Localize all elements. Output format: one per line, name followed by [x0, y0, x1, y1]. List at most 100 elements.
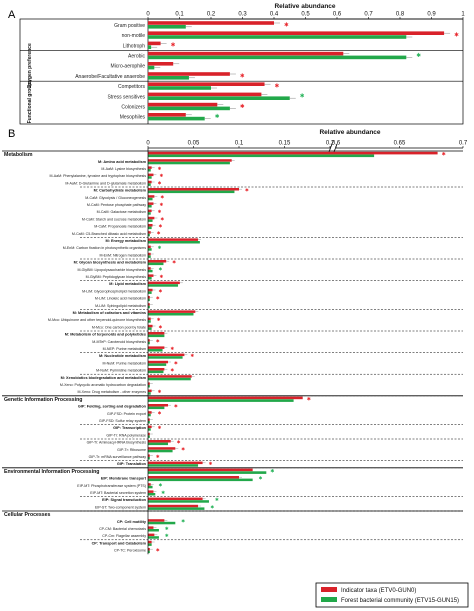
panel-b-tick-label: 0.05 [188, 141, 200, 147]
panel-b-row-label: M-NuM: Pyrimidine metabolism [96, 369, 146, 373]
panel-b-bar [148, 428, 151, 431]
panel-b-bar [148, 493, 156, 496]
panel-b-section-star: ✱ [307, 396, 311, 402]
panel-b-section-bar [148, 151, 438, 155]
panel-b-row-label: EIP: Signal transduction [102, 498, 147, 502]
panel-b-row-label: M-NuM: Purine metabolism [102, 361, 146, 365]
panel-b-row-label: M-CaM: Galactose metabolism [97, 210, 146, 214]
panel-b-row-label: M-Xeno: Drug metabolism - other enzymes [77, 390, 146, 394]
panel-b-bar [148, 166, 152, 169]
panel-a-tick-label: 0.3 [238, 12, 247, 18]
panel-b-bar [148, 457, 150, 460]
panel-b-significance-star: ✱ [159, 483, 163, 489]
panel-b-row-label: M: Energy metabolism [105, 239, 146, 243]
panel-b-significance-star: ✱ [159, 202, 163, 208]
panel-b-section-star: ✱ [442, 152, 446, 158]
panel-a-significance-star: ✱ [215, 113, 220, 120]
panel-b-bar [148, 334, 165, 338]
panel-b-row-label: GIP-Tr: RNA polymerase [106, 433, 146, 437]
panel-b-bar [148, 277, 152, 280]
panel-a-tick-label: 0.7 [364, 12, 373, 18]
panel-a-significance-star: ✱ [284, 21, 289, 28]
panel-b-bar [148, 216, 155, 220]
panel-b-row-label: M-LiM: Glycerophospholipid metabolism [82, 289, 146, 293]
panel-a-bar [148, 116, 205, 121]
panel-b-significance-star: ✱ [174, 403, 178, 409]
panel-b-row-label: GIP: Folding, sorting and degradation [78, 405, 147, 409]
panel-b-bar [148, 305, 150, 309]
panel-b-row-label: CP-TC: Peroxisome [114, 549, 146, 553]
panel-b-bar [148, 209, 152, 213]
panel-b-significance-star: ✱ [245, 187, 249, 193]
panel-b-row-label: M-EnM: Carbon fixation in photosynthetic… [63, 246, 146, 250]
panel-a-tick-label: 0.1 [175, 12, 184, 18]
panel-b-row-label: GIP: Transcription [113, 426, 147, 430]
panel-a-significance-star: ✱ [300, 93, 305, 100]
panel-b-significance-star: ✱ [161, 490, 165, 496]
panel-b-row-label: M-Mco: Ubiquinone and other terpenoid-qu… [48, 318, 146, 322]
panel-b-bar [148, 464, 199, 467]
panel-b-bar [148, 241, 200, 244]
panel-a-category-label: Mesophiles [120, 115, 146, 121]
panel-b-tick-label: 0.65 [394, 141, 406, 147]
panel-b-bar [148, 370, 164, 374]
panel-b-bar [148, 363, 167, 366]
panel-b-row-label: CP-Cm: Flagellar assembly [102, 534, 146, 538]
panel-b-row-label: M: Xenobiotics biodegradation and metabo… [61, 376, 147, 380]
panel-b-bar [148, 529, 159, 532]
panel-b-bar [148, 519, 165, 522]
panel-b-tick-label: 0.6 [332, 141, 341, 147]
panel-b-bar [148, 180, 152, 184]
panel-b-significance-star: ✱ [157, 317, 161, 323]
panel-a-tick-label: 0.4 [270, 12, 279, 18]
panel-b-bar [148, 252, 151, 256]
panel-b-bar [148, 173, 154, 177]
panel-b-significance-star: ✱ [159, 324, 163, 330]
panel-b-bar [148, 485, 153, 489]
panel-b-bar [148, 159, 232, 162]
panel-b-significance-star: ✱ [158, 389, 162, 395]
panel-a-category-label: Competitors [118, 84, 145, 90]
panel-b-row-label: CP: Cell motility [117, 520, 147, 524]
panel-b-significance-star: ✱ [158, 411, 162, 417]
panel-b-row-label: M-Mco: One carbon pool by folate [92, 325, 146, 329]
panel-b-row-label: GIP-Tr: Aminoacyl-tRNA biosynthesis [87, 441, 147, 445]
panel-b-bar [148, 341, 150, 345]
panel-b-bar [148, 461, 203, 465]
panel-b-tick-label: 0 [146, 141, 150, 147]
panel-b-bar [148, 449, 173, 453]
panel-b-section-bar [148, 468, 253, 472]
panel-b-bar [148, 389, 152, 393]
panel-a-significance-star: ✱ [454, 32, 459, 39]
panel-b-row-label: M-CaM: C5-Branched dibasic acid metaboli… [72, 232, 146, 236]
panel-b-section-label: Environmental Information Processing [4, 469, 99, 475]
panel-b-row-label: EIP-MT: Phosphotransferase system (PTS) [77, 484, 146, 488]
panel-a-bar [148, 21, 274, 25]
panel-a-bar [148, 45, 152, 49]
panel-a-category-label: Colonizers [121, 105, 145, 111]
panel-b-tick-label: 0.15 [279, 141, 291, 147]
panel-b-significance-star: ✱ [170, 346, 174, 352]
panel-b-bar [148, 274, 154, 277]
panel-b-row-label: M: Nucleotide metabolism [99, 354, 147, 358]
panel-b-row-label: GIP: Translation [117, 462, 147, 466]
panel-b-row-label: GIP-Tr: mRNA surveillance pathway [89, 455, 147, 459]
panel-b-significance-star: ✱ [159, 267, 163, 273]
panel-b-bar [148, 504, 199, 508]
panel-b-bar [148, 382, 150, 385]
panel-a-bar [148, 82, 265, 86]
panel-b-bar [148, 540, 152, 544]
panel-b-row-label: GIP-Tr: Ribosome [117, 448, 146, 452]
panel-b-bar [148, 205, 152, 208]
panel-a-label: A [8, 9, 16, 21]
panel-b-bar [148, 483, 151, 486]
panel-b-section-star: ✱ [270, 468, 274, 474]
panel-b-section-bar [148, 154, 375, 158]
panel-a-tick-label: 0.6 [333, 12, 342, 18]
panel-b-row-label: EIP-MT: Bacterial secretion system [90, 491, 146, 495]
panel-a-category-label: Anaerobe/Facultative anaerobe [75, 74, 145, 80]
panel-a-significance-star: ✱ [240, 72, 245, 79]
panel-a-category-label: Gram positive [114, 23, 145, 29]
panel-b-bar [148, 490, 154, 493]
